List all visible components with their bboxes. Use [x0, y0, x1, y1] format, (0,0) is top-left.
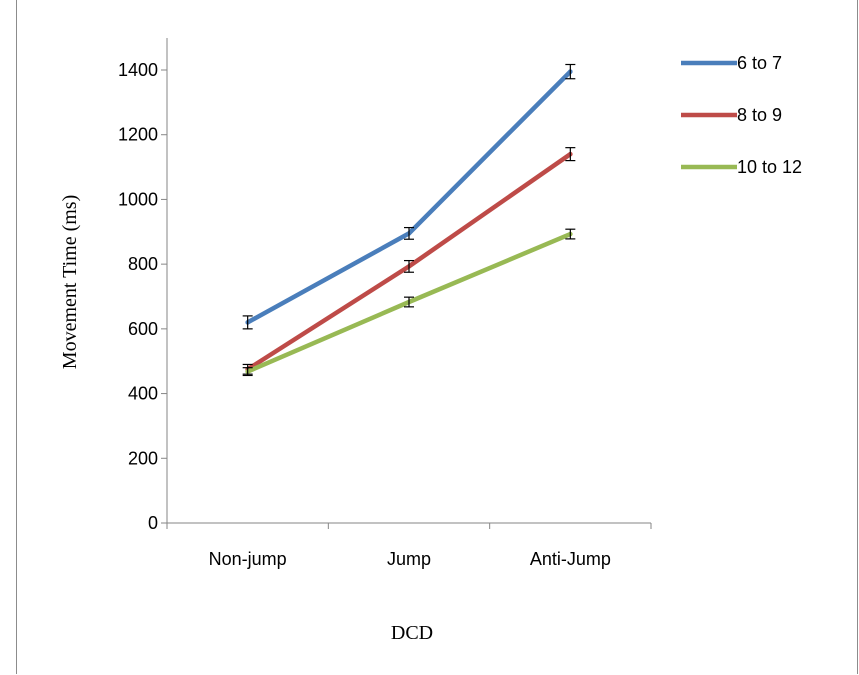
y-tick-label: 200	[128, 448, 158, 468]
x-tick-label: Jump	[387, 549, 431, 569]
x-axis-title: DCD	[391, 622, 433, 644]
error-bar	[565, 228, 576, 240]
x-tick-label: Anti-Jump	[530, 549, 611, 569]
legend-item: 6 to 7	[681, 53, 782, 73]
y-tick-label: 0	[148, 513, 158, 533]
legend: 6 to 7 8 to 9 10 to 12	[681, 53, 802, 177]
y-tick-label: 600	[128, 319, 158, 339]
y-tick-label: 1000	[118, 189, 158, 209]
series-3	[242, 228, 576, 377]
y-tick-label: 800	[128, 254, 158, 274]
error-bar	[242, 367, 253, 377]
y-tick-label: 1200	[118, 125, 158, 145]
series-line	[245, 69, 573, 325]
error-bar	[565, 147, 576, 162]
series-2	[242, 147, 576, 375]
error-bar	[404, 226, 414, 240]
legend-item: 8 to 9	[681, 105, 782, 125]
legend-label: 8 to 9	[737, 105, 782, 125]
y-tick-label: 400	[128, 384, 158, 404]
y-tick-label: 1400	[118, 60, 158, 80]
series-layer	[242, 63, 576, 377]
legend-label: 10 to 12	[737, 157, 802, 177]
y-axis-title: Movement Time (ms)	[59, 195, 81, 369]
legend-item: 10 to 12	[681, 157, 802, 177]
error-bar	[242, 315, 253, 330]
y-axis: 0 200 400 600 800 1000 1200 1400	[118, 38, 168, 533]
error-bar	[404, 259, 414, 273]
x-tick-label: Non-jump	[209, 549, 287, 569]
legend-label: 6 to 7	[737, 53, 782, 73]
error-bar	[404, 296, 414, 308]
error-bar	[565, 63, 576, 80]
series-1	[242, 63, 576, 330]
chart-frame	[16, 0, 858, 674]
x-axis: Non-jump Jump Anti-Jump	[166, 522, 652, 569]
